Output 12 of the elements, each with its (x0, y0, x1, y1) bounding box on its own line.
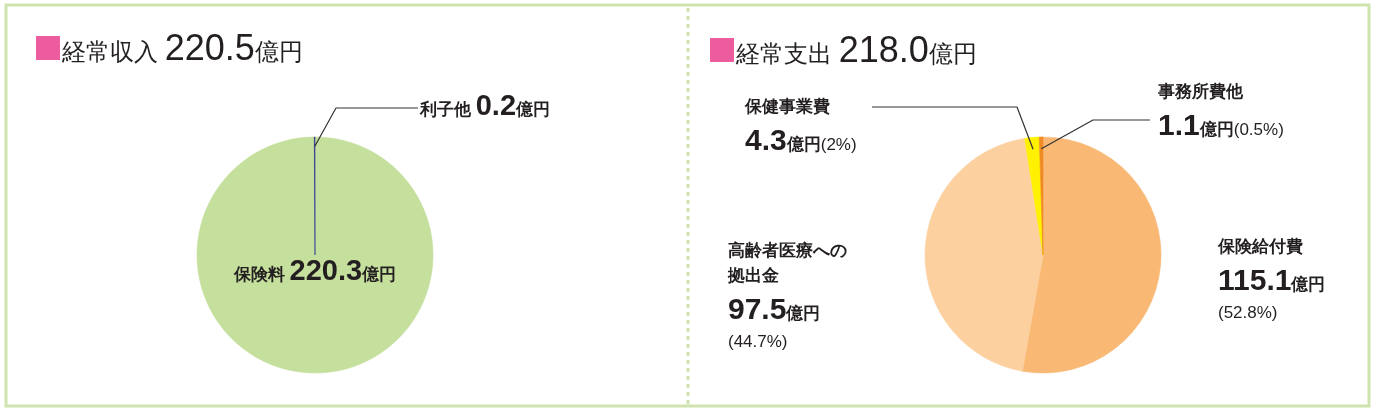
data-label: 115.1億円(52.8%) (1218, 263, 1326, 322)
category-label: 保健事業費 (745, 97, 830, 116)
data-label: 1.1億円(0.5%) (1158, 108, 1284, 141)
data-label: 97.5億円(44.7%) (728, 292, 821, 351)
data-label: 保険料 220.3億円 (233, 254, 397, 286)
category-label: 事務所費他 (1158, 82, 1243, 101)
data-label: 4.3億円(2%) (745, 123, 857, 156)
data-label: 利子他 0.2億円 (420, 89, 551, 121)
category-label: 高齢者医療への拠出金 (728, 241, 847, 285)
title: 経常支出 218.0億円 (736, 29, 977, 70)
title: 経常収入 220.5億円 (62, 27, 303, 68)
category-label: 保険給付費 (1218, 237, 1303, 256)
